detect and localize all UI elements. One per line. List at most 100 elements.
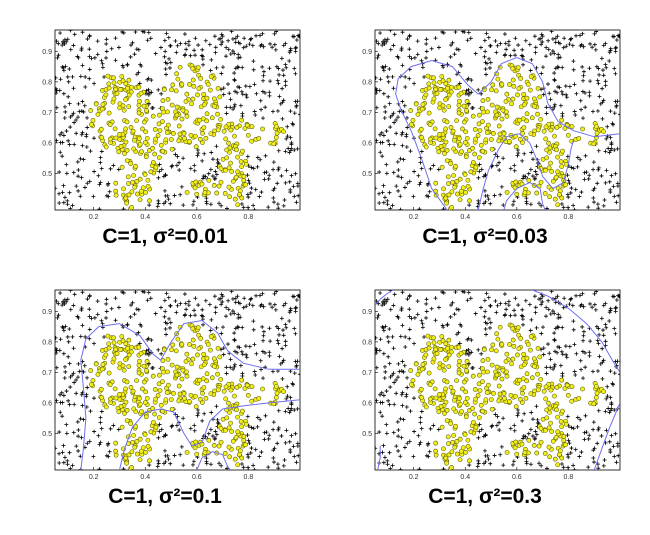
negative-point (572, 369, 577, 374)
positive-point (141, 103, 147, 109)
positive-point (434, 351, 440, 356)
negative-point (481, 434, 486, 439)
negative-point (181, 463, 186, 468)
positive-point (477, 112, 482, 118)
positive-point (193, 404, 199, 410)
negative-point (433, 36, 438, 41)
negative-point (99, 318, 104, 323)
positive-point (196, 86, 202, 92)
positive-point (558, 159, 564, 165)
negative-point (547, 91, 552, 96)
positive-point (164, 390, 170, 395)
negative-point (68, 466, 73, 470)
negative-point (121, 65, 126, 70)
negative-point (250, 43, 255, 48)
positive-point (517, 396, 523, 402)
positive-point (553, 434, 559, 440)
negative-point (398, 334, 403, 339)
negative-point (70, 74, 75, 79)
negative-point (200, 418, 205, 423)
negative-point (279, 316, 284, 321)
negative-point (409, 316, 414, 321)
positive-point (452, 184, 458, 190)
positive-point (555, 154, 560, 160)
negative-point (167, 316, 172, 321)
negative-point (468, 296, 473, 301)
negative-point (283, 343, 288, 348)
negative-point (590, 109, 595, 114)
positive-point (576, 396, 582, 401)
negative-point (580, 64, 585, 69)
negative-point (284, 428, 289, 433)
negative-point (593, 47, 598, 52)
negative-point (565, 192, 570, 197)
negative-point (268, 41, 273, 46)
positive-point (180, 367, 186, 373)
negative-point (266, 176, 271, 181)
negative-point (60, 154, 65, 159)
negative-point (552, 51, 557, 56)
positive-point (123, 386, 128, 392)
negative-point (97, 442, 102, 447)
positive-point (448, 161, 454, 166)
positive-point (244, 382, 250, 388)
negative-point (163, 327, 168, 332)
positive-point (88, 108, 94, 113)
negative-point (508, 426, 513, 431)
negative-point (469, 350, 474, 355)
positive-point (137, 141, 143, 147)
negative-point (375, 335, 378, 340)
negative-point (294, 38, 299, 43)
negative-point (71, 371, 76, 376)
negative-point (65, 334, 70, 339)
negative-point (168, 43, 173, 48)
positive-point (131, 433, 136, 438)
positive-point (145, 177, 151, 183)
plot-frame (54, 29, 301, 211)
negative-point (208, 167, 213, 172)
positive-point (449, 344, 455, 350)
negative-point (596, 408, 601, 413)
negative-point (249, 446, 254, 451)
negative-point (484, 31, 489, 36)
negative-point (388, 385, 393, 390)
positive-point (197, 117, 202, 123)
negative-point (246, 438, 251, 443)
positive-point (543, 124, 549, 130)
positive-point (208, 131, 214, 137)
negative-point (546, 298, 551, 303)
negative-point (146, 92, 151, 97)
positive-point (453, 423, 458, 429)
positive-point (212, 103, 217, 109)
negative-point (125, 62, 130, 67)
positive-point (444, 379, 450, 385)
positive-point (554, 385, 560, 390)
positive-point (107, 122, 113, 128)
negative-point (581, 44, 586, 49)
positive-point (112, 126, 118, 132)
positive-point (409, 382, 414, 387)
positive-point (155, 133, 161, 138)
negative-point (511, 199, 516, 204)
positive-point (152, 151, 157, 157)
negative-point (221, 346, 226, 351)
negative-point (120, 290, 125, 294)
negative-point (231, 107, 236, 112)
positive-point (273, 384, 279, 389)
negative-point (97, 182, 102, 187)
positive-point (122, 411, 127, 416)
negative-point (66, 354, 71, 359)
positive-point (202, 190, 208, 196)
negative-point (148, 296, 153, 301)
positive-point (144, 108, 149, 113)
positive-point (520, 400, 525, 405)
negative-point (498, 301, 503, 306)
negative-point (556, 56, 561, 61)
negative-point (375, 346, 379, 351)
negative-point (529, 410, 534, 415)
positive-point (126, 192, 132, 198)
negative-point (420, 321, 425, 326)
negative-point (533, 50, 538, 55)
negative-point (82, 185, 87, 190)
negative-point (566, 205, 571, 210)
